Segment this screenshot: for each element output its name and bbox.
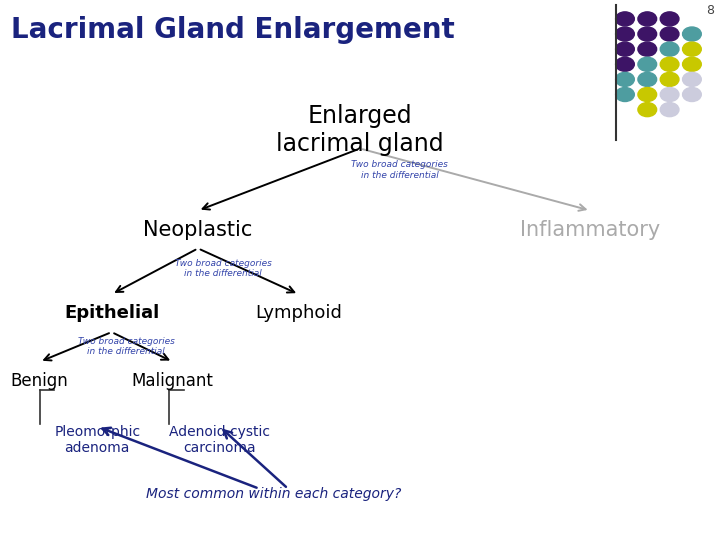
Text: Lymphoid: Lymphoid bbox=[256, 304, 342, 322]
Circle shape bbox=[660, 12, 679, 26]
Circle shape bbox=[616, 42, 634, 56]
Text: Two broad categories
in the differential: Two broad categories in the differential bbox=[351, 160, 448, 180]
Text: Epithelial: Epithelial bbox=[64, 304, 159, 322]
Text: Malignant: Malignant bbox=[132, 372, 214, 390]
Text: Two broad categories
in the differential: Two broad categories in the differential bbox=[78, 337, 174, 356]
Circle shape bbox=[660, 42, 679, 56]
Text: Benign: Benign bbox=[11, 372, 68, 390]
Circle shape bbox=[683, 57, 701, 71]
Circle shape bbox=[638, 72, 657, 86]
Circle shape bbox=[660, 57, 679, 71]
Text: Lacrimal Gland Enlargement: Lacrimal Gland Enlargement bbox=[11, 16, 454, 44]
Circle shape bbox=[660, 87, 679, 102]
Text: Adenoid cystic
carcinoma: Adenoid cystic carcinoma bbox=[169, 425, 270, 455]
Circle shape bbox=[616, 57, 634, 71]
Circle shape bbox=[616, 72, 634, 86]
Circle shape bbox=[660, 103, 679, 117]
Circle shape bbox=[683, 27, 701, 41]
Circle shape bbox=[660, 72, 679, 86]
Circle shape bbox=[683, 87, 701, 102]
Text: Most common within each category?: Most common within each category? bbox=[146, 487, 401, 501]
Circle shape bbox=[638, 57, 657, 71]
Circle shape bbox=[638, 87, 657, 102]
Circle shape bbox=[638, 12, 657, 26]
Circle shape bbox=[638, 27, 657, 41]
Circle shape bbox=[616, 27, 634, 41]
Circle shape bbox=[683, 72, 701, 86]
Circle shape bbox=[616, 12, 634, 26]
Text: 8: 8 bbox=[706, 4, 714, 17]
Text: Inflammatory: Inflammatory bbox=[521, 219, 660, 240]
Text: Neoplastic: Neoplastic bbox=[143, 219, 253, 240]
Text: Two broad categories
in the differential: Two broad categories in the differential bbox=[175, 259, 271, 278]
Circle shape bbox=[660, 27, 679, 41]
Circle shape bbox=[638, 42, 657, 56]
Circle shape bbox=[616, 87, 634, 102]
Circle shape bbox=[638, 103, 657, 117]
Circle shape bbox=[683, 42, 701, 56]
Text: Pleomorphic
adenoma: Pleomorphic adenoma bbox=[54, 425, 140, 455]
Text: Enlarged
lacrimal gland: Enlarged lacrimal gland bbox=[276, 104, 444, 156]
